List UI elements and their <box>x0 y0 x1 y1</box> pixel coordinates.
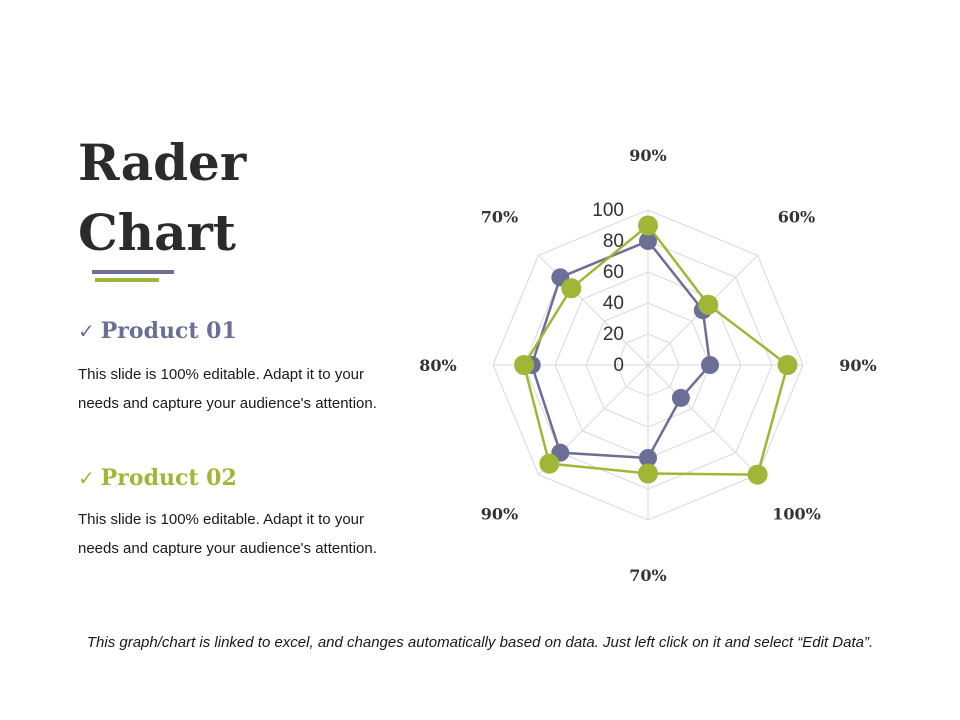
data-point-series-2 <box>747 464 768 485</box>
data-point-series-2 <box>514 355 534 375</box>
data-point-series-2 <box>539 453 560 474</box>
slide-title: Rader Chart <box>78 128 246 268</box>
series-line-2 <box>522 223 789 476</box>
data-point-series-1 <box>701 356 719 374</box>
data-point-series-1 <box>671 388 690 407</box>
data-point-series-1 <box>639 232 657 250</box>
checkmark-icon: ✓ <box>78 319 95 343</box>
product-02-heading: ✓ Product 02 <box>78 465 237 491</box>
radial-tick-label: 0 <box>613 355 624 376</box>
axis-label: 70% <box>481 208 518 227</box>
radial-tick-label: 20 <box>603 324 624 345</box>
radial-tick-label: 100 <box>592 200 624 221</box>
title-line-2: Chart <box>78 203 236 262</box>
product-01-heading: ✓ Product 01 <box>78 318 237 344</box>
axis-label: 90% <box>839 356 876 375</box>
checkmark-icon: ✓ <box>78 466 95 490</box>
radar-chart: 0 20 40 60 80 100 90% 60% 90% 100% 70% 90% 80% 70% <box>419 146 876 585</box>
footer-note: This graph/chart is linked to excel, and… <box>86 634 874 651</box>
title-line-1: Rader <box>78 133 247 192</box>
title-underline-purple <box>92 270 174 274</box>
product-01-description: This slide is 100% editable. Adapt it to… <box>78 366 377 412</box>
data-point-series-2 <box>698 294 719 315</box>
title-underline-green <box>95 278 159 282</box>
axis-label: 80% <box>419 356 456 375</box>
radial-tick-label: 40 <box>603 293 624 314</box>
radial-tick-label: 80 <box>603 231 624 252</box>
grid-spoke <box>647 364 758 475</box>
data-point-series-2 <box>777 355 798 375</box>
data-point-series-2 <box>561 278 582 299</box>
axis-label: 90% <box>629 146 666 165</box>
product-02-name: Product 02 <box>100 465 237 491</box>
axis-label: 60% <box>778 208 815 227</box>
product-02-description: This slide is 100% editable. Adapt it to… <box>78 511 377 557</box>
axis-label: 100% <box>772 504 821 523</box>
data-point-series-1 <box>639 449 657 467</box>
radial-tick-label: 60 <box>603 262 624 283</box>
axis-label: 70% <box>629 566 666 585</box>
product-01-name: Product 01 <box>100 318 237 344</box>
data-point-series-2 <box>638 215 658 236</box>
axis-label: 90% <box>481 504 518 523</box>
data-point-series-2 <box>638 463 658 484</box>
